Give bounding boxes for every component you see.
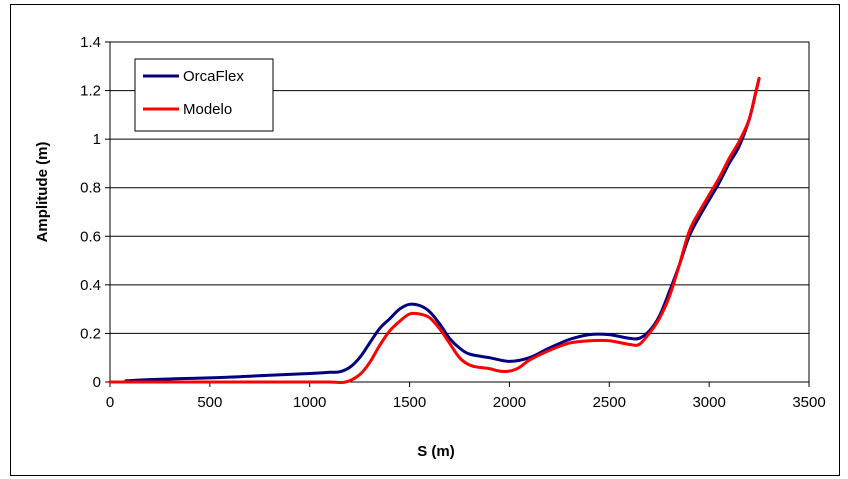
y-tick-label: 0.6 xyxy=(80,228,101,245)
y-tick-label: 0 xyxy=(93,374,101,391)
y-tick-label: 0.4 xyxy=(80,277,101,294)
x-tick-label: 3500 xyxy=(792,394,825,411)
x-tick-label: 1000 xyxy=(293,394,326,411)
series-line-orcaflex xyxy=(124,76,761,383)
x-axis-title: S (m) xyxy=(417,443,455,460)
y-tick-label: 1 xyxy=(93,131,101,148)
series-layer xyxy=(108,76,761,385)
x-tick-label: 500 xyxy=(197,394,222,411)
y-tick-label: 1.2 xyxy=(80,83,101,100)
y-tick-label: 0.8 xyxy=(80,180,101,197)
legend-label-modelo: Modelo xyxy=(183,101,232,118)
y-tick-label: 1.4 xyxy=(80,34,101,51)
line-chart: 0 0.2 0.4 0.6 0.8 1 1.2 1.4 0 500 1000 1500 2000 2500… xyxy=(34,34,826,460)
x-tick-label: 0 xyxy=(106,394,114,411)
x-tick-label: 2500 xyxy=(593,394,626,411)
y-tick-label: 0.2 xyxy=(80,325,101,342)
x-tick-label: 1500 xyxy=(393,394,426,411)
axis-layer: 0 0.2 0.4 0.6 0.8 1 1.2 1.4 0 500 1000 1500 2000 2500… xyxy=(80,34,826,411)
chart-frame: 0 0.2 0.4 0.6 0.8 1 1.2 1.4 0 500 1000 1500 2000 2500… xyxy=(10,4,840,476)
series-line-modelo xyxy=(108,76,761,385)
legend-label-orcaflex: OrcaFlex xyxy=(183,68,244,85)
x-tick-label: 3000 xyxy=(692,394,725,411)
x-tick-label: 2000 xyxy=(493,394,526,411)
y-axis-title: Amplitude (m) xyxy=(34,142,51,243)
legend-box xyxy=(134,58,274,132)
legend: OrcaFlex Modelo xyxy=(134,58,274,132)
